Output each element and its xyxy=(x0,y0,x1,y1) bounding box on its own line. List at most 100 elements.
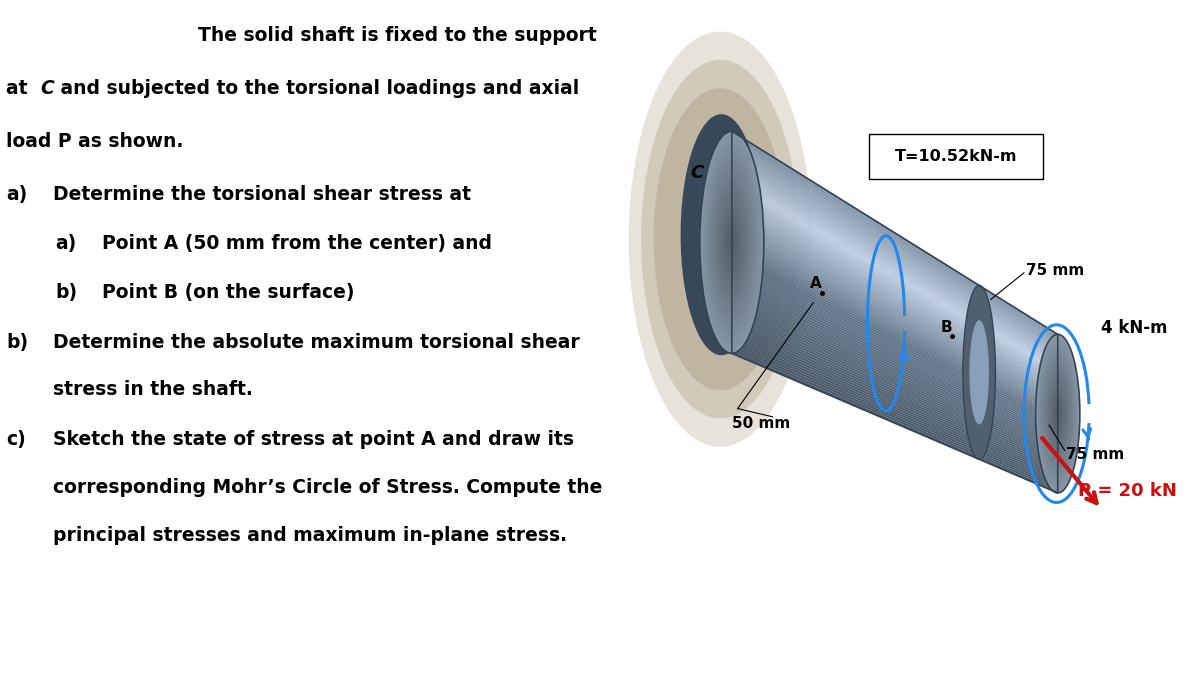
Ellipse shape xyxy=(718,194,745,290)
Text: at: at xyxy=(6,79,34,99)
Ellipse shape xyxy=(719,198,745,287)
Polygon shape xyxy=(732,250,1057,422)
Polygon shape xyxy=(732,159,1057,356)
Polygon shape xyxy=(732,340,1057,485)
Ellipse shape xyxy=(709,165,755,320)
Ellipse shape xyxy=(700,132,764,354)
Polygon shape xyxy=(732,248,1057,420)
Polygon shape xyxy=(732,300,1057,457)
Ellipse shape xyxy=(706,150,758,335)
Polygon shape xyxy=(732,273,1057,437)
Polygon shape xyxy=(732,345,1057,489)
Polygon shape xyxy=(732,132,1057,336)
Ellipse shape xyxy=(1043,358,1073,469)
Polygon shape xyxy=(732,228,1057,406)
Polygon shape xyxy=(732,217,1057,398)
Polygon shape xyxy=(732,176,1057,368)
Polygon shape xyxy=(732,209,1057,392)
Polygon shape xyxy=(732,287,1057,448)
Polygon shape xyxy=(732,298,1057,455)
Polygon shape xyxy=(732,256,1057,425)
Text: Point B (on the surface): Point B (on the surface) xyxy=(102,283,354,302)
Ellipse shape xyxy=(702,138,762,346)
Text: 4 kN-m: 4 kN-m xyxy=(1102,319,1168,337)
Text: P = 20 kN: P = 20 kN xyxy=(1078,482,1177,500)
Text: 75 mm: 75 mm xyxy=(1026,263,1084,278)
Ellipse shape xyxy=(1039,346,1076,481)
Polygon shape xyxy=(732,281,1057,443)
Ellipse shape xyxy=(703,142,761,342)
Polygon shape xyxy=(732,348,1057,491)
Polygon shape xyxy=(732,234,1057,410)
Text: Point A (50 mm from the center) and: Point A (50 mm from the center) and xyxy=(102,234,492,254)
Ellipse shape xyxy=(962,286,996,459)
Ellipse shape xyxy=(722,209,742,275)
Polygon shape xyxy=(732,325,1057,475)
Ellipse shape xyxy=(1046,374,1069,454)
Polygon shape xyxy=(732,312,1057,465)
Polygon shape xyxy=(732,232,1057,408)
Polygon shape xyxy=(732,337,1057,483)
Polygon shape xyxy=(732,265,1057,431)
Text: C: C xyxy=(40,79,54,99)
Ellipse shape xyxy=(1045,370,1070,457)
Text: B: B xyxy=(940,321,952,335)
Ellipse shape xyxy=(720,202,744,283)
Polygon shape xyxy=(732,157,1057,354)
Polygon shape xyxy=(732,212,1057,394)
Text: C: C xyxy=(690,163,703,182)
Ellipse shape xyxy=(713,176,751,309)
Polygon shape xyxy=(732,173,1057,366)
Ellipse shape xyxy=(726,220,738,265)
Polygon shape xyxy=(732,240,1057,414)
Polygon shape xyxy=(732,207,1057,390)
Ellipse shape xyxy=(704,146,760,339)
Ellipse shape xyxy=(1057,410,1058,418)
Polygon shape xyxy=(732,215,1057,396)
Text: T=10.52kN-m: T=10.52kN-m xyxy=(895,149,1018,164)
Ellipse shape xyxy=(629,32,811,447)
Polygon shape xyxy=(732,245,1057,418)
Ellipse shape xyxy=(654,88,787,390)
Polygon shape xyxy=(732,203,1057,388)
Polygon shape xyxy=(732,259,1057,427)
Polygon shape xyxy=(732,142,1057,344)
Ellipse shape xyxy=(1049,382,1067,446)
Ellipse shape xyxy=(701,135,763,350)
Ellipse shape xyxy=(712,172,752,313)
Polygon shape xyxy=(732,278,1057,441)
Ellipse shape xyxy=(1038,342,1078,485)
Text: Sketch the state of stress at point A and draw its: Sketch the state of stress at point A an… xyxy=(53,430,574,449)
Ellipse shape xyxy=(1050,386,1066,441)
Ellipse shape xyxy=(970,320,989,425)
Polygon shape xyxy=(732,331,1057,479)
Polygon shape xyxy=(732,306,1057,461)
Text: The solid shaft is fixed to the support: The solid shaft is fixed to the support xyxy=(198,26,596,45)
Polygon shape xyxy=(732,153,1057,352)
Polygon shape xyxy=(732,170,1057,364)
Ellipse shape xyxy=(721,205,743,279)
Ellipse shape xyxy=(716,190,746,294)
Ellipse shape xyxy=(1056,406,1060,422)
Text: corresponding Mohr’s Circle of Stress. Compute the: corresponding Mohr’s Circle of Stress. C… xyxy=(53,478,602,497)
Polygon shape xyxy=(732,303,1057,459)
Ellipse shape xyxy=(680,114,762,355)
Text: c): c) xyxy=(6,430,26,449)
Polygon shape xyxy=(732,317,1057,469)
Polygon shape xyxy=(732,309,1057,463)
Text: 50 mm: 50 mm xyxy=(732,416,790,431)
Polygon shape xyxy=(732,225,1057,404)
Ellipse shape xyxy=(1037,338,1079,489)
Polygon shape xyxy=(732,290,1057,450)
Ellipse shape xyxy=(715,183,749,302)
Polygon shape xyxy=(732,190,1057,378)
Polygon shape xyxy=(732,270,1057,435)
Ellipse shape xyxy=(726,224,737,261)
Ellipse shape xyxy=(724,213,740,272)
Ellipse shape xyxy=(1044,366,1072,461)
Ellipse shape xyxy=(714,180,750,305)
Ellipse shape xyxy=(707,153,757,331)
Ellipse shape xyxy=(731,239,733,246)
Polygon shape xyxy=(732,162,1057,358)
Ellipse shape xyxy=(1055,402,1061,425)
